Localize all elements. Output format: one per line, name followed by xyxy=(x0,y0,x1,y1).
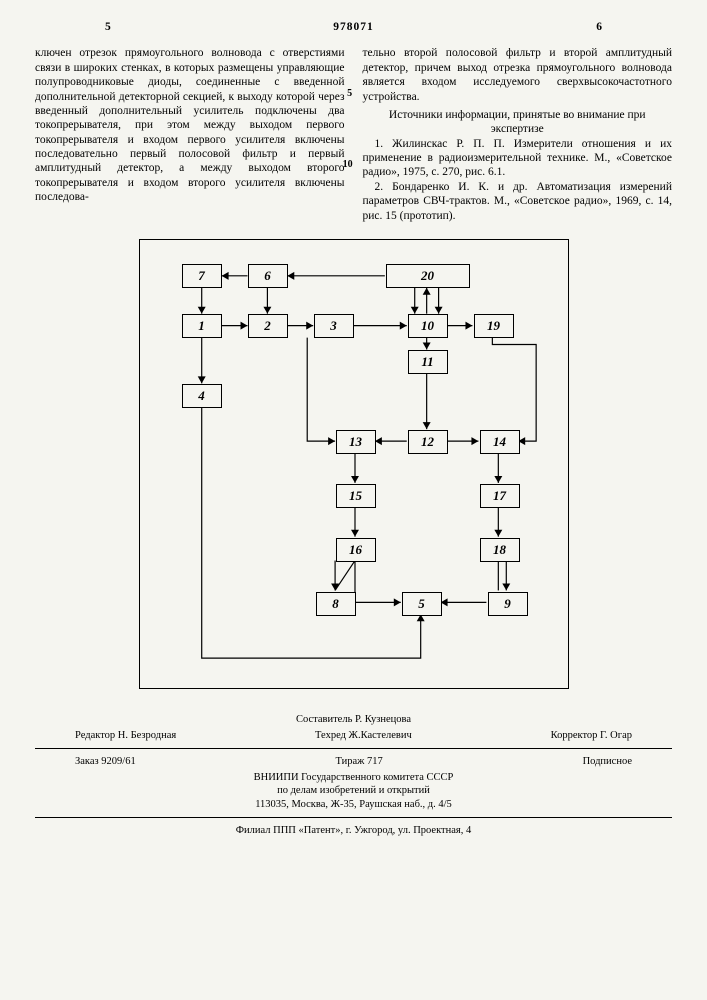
org-line-1: ВНИИПИ Государственного комитета СССР xyxy=(35,771,672,784)
block-n9: 9 xyxy=(488,592,528,616)
footer-rule-2 xyxy=(35,817,672,818)
page-number-left: 5 xyxy=(105,20,111,34)
block-n5: 5 xyxy=(402,592,442,616)
techred: Техред Ж.Кастелевич xyxy=(315,729,412,742)
imprint-footer: Составитель Р. Кузнецова Редактор Н. Без… xyxy=(35,713,672,837)
block-n11: 11 xyxy=(408,350,448,374)
text-columns: 5 10 ключен отрезок прямоугольного волно… xyxy=(35,46,672,223)
order-row: Заказ 9209/61 Тираж 717 Подписное xyxy=(75,755,632,768)
left-column: ключен отрезок прямоугольного волновода … xyxy=(35,46,345,223)
block-n14: 14 xyxy=(480,430,520,454)
block-n3: 3 xyxy=(314,314,354,338)
block-n16: 16 xyxy=(336,538,376,562)
left-para: ключен отрезок прямоугольного волновода … xyxy=(35,47,345,203)
compositor-line: Составитель Р. Кузнецова xyxy=(35,713,672,726)
block-n10: 10 xyxy=(408,314,448,338)
block-n20: 20 xyxy=(386,264,470,288)
editor-row: Редактор Н. Безродная Техред Ж.Кастелеви… xyxy=(75,729,632,742)
line-marker-5: 5 xyxy=(347,88,352,101)
block-n17: 17 xyxy=(480,484,520,508)
block-n13: 13 xyxy=(336,430,376,454)
editor: Редактор Н. Безродная xyxy=(75,729,176,742)
block-n7: 7 xyxy=(182,264,222,288)
block-n1: 1 xyxy=(182,314,222,338)
block-n19: 19 xyxy=(474,314,514,338)
block-n6: 6 xyxy=(248,264,288,288)
addr-line: 113035, Москва, Ж-35, Раушская наб., д. … xyxy=(35,798,672,811)
corrector: Корректор Г. Огар xyxy=(551,729,632,742)
sources-heading: Источники информации, принятые во вниман… xyxy=(363,108,673,137)
reference-2: 2. Бондаренко И. К. и др. Автоматизация … xyxy=(363,180,673,223)
block-n8: 8 xyxy=(316,592,356,616)
block-n15: 15 xyxy=(336,484,376,508)
reference-1: 1. Жилинскас Р. П. П. Измерители отношен… xyxy=(363,137,673,180)
block-n18: 18 xyxy=(480,538,520,562)
branch-line: Филиал ППП «Патент», г. Ужгород, ул. Про… xyxy=(35,824,672,837)
block-n4: 4 xyxy=(182,384,222,408)
block-diagram: 7620123101911413121415171618859 xyxy=(139,239,569,689)
block-n12: 12 xyxy=(408,430,448,454)
footer-rule-1 xyxy=(35,748,672,749)
tirazh: Тираж 717 xyxy=(335,755,382,768)
org-line-2: по делам изобретений и открытий xyxy=(35,784,672,797)
diagram-edges xyxy=(140,240,568,688)
right-para-main: тельно второй полосовой фильтр и второй … xyxy=(363,47,673,102)
order: Заказ 9209/61 xyxy=(75,755,136,768)
page-header: 5 978071 6 xyxy=(35,20,672,34)
podpisnoe: Подписное xyxy=(583,755,632,768)
page-number-right: 6 xyxy=(596,20,602,34)
right-column: тельно второй полосовой фильтр и второй … xyxy=(363,46,673,223)
document-number: 978071 xyxy=(333,21,374,33)
page-root: 5 978071 6 5 10 ключен отрезок прямоугол… xyxy=(0,0,707,857)
line-marker-10: 10 xyxy=(343,159,353,172)
block-n2: 2 xyxy=(248,314,288,338)
